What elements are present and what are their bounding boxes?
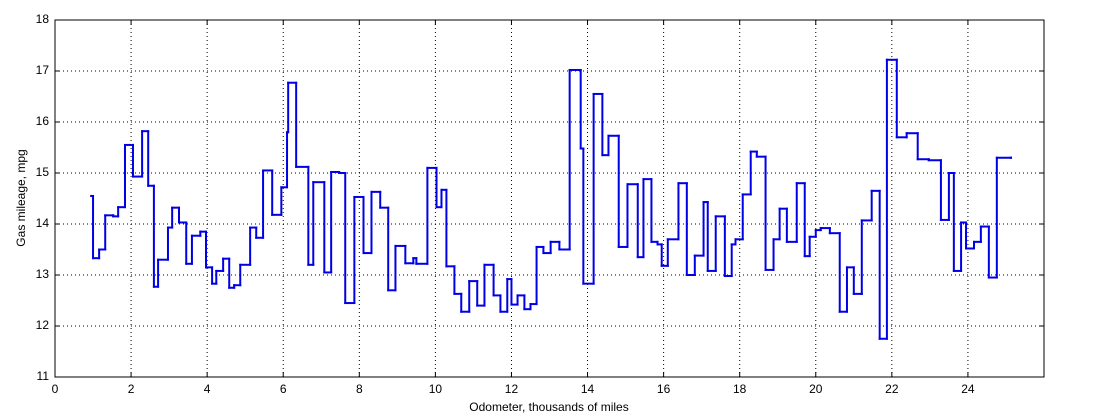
x-tick-label: 22 bbox=[885, 382, 899, 396]
y-tick-label: 14 bbox=[36, 216, 50, 230]
x-axis-label: Odometer, thousands of miles bbox=[469, 400, 628, 414]
plot-frame bbox=[54, 19, 1045, 378]
x-tick-label: 4 bbox=[204, 382, 211, 396]
y-tick-label: 15 bbox=[36, 165, 50, 179]
x-tick-label: 10 bbox=[429, 382, 443, 396]
y-axis-label: Gas mileage, mpg bbox=[14, 149, 28, 246]
x-tick-label: 24 bbox=[961, 382, 975, 396]
x-tick-label: 20 bbox=[809, 382, 823, 396]
x-tick-label: 14 bbox=[581, 382, 595, 396]
x-tick-label: 16 bbox=[657, 382, 671, 396]
y-tick-label: 17 bbox=[36, 63, 50, 77]
y-tick-label: 18 bbox=[36, 12, 50, 26]
x-tick-label: 18 bbox=[733, 382, 747, 396]
x-tick-label: 0 bbox=[52, 382, 59, 396]
x-tick-label: 2 bbox=[128, 382, 135, 396]
y-tick-label: 11 bbox=[37, 369, 50, 383]
x-tick-label: 6 bbox=[280, 382, 287, 396]
x-tick-label: 12 bbox=[505, 382, 519, 396]
y-tick-label: 13 bbox=[36, 267, 50, 281]
y-tick-label: 16 bbox=[36, 114, 50, 128]
x-tick-label: 8 bbox=[356, 382, 363, 396]
y-tick-label: 12 bbox=[36, 318, 50, 332]
